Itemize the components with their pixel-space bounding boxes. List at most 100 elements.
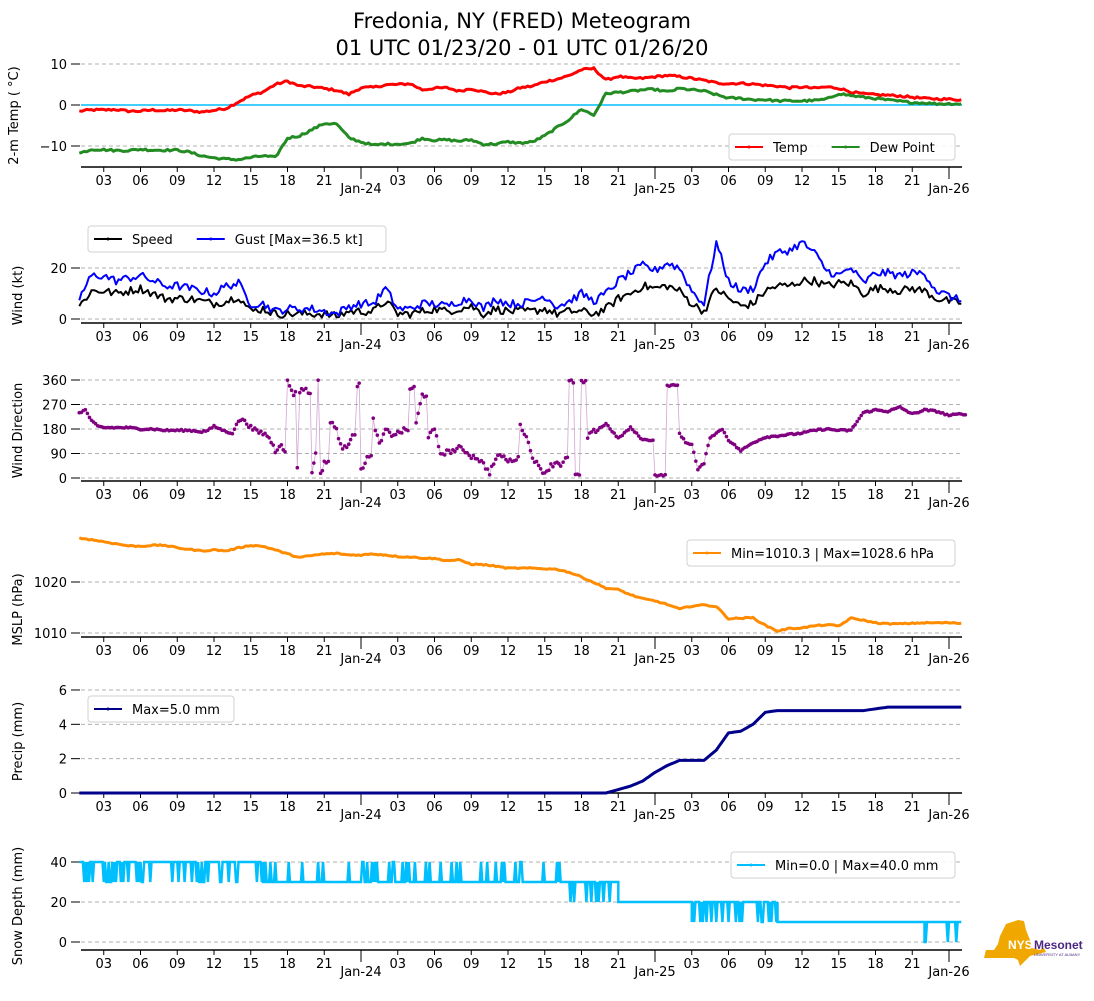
- legend-snow: Min=0.0 | Max=40.0 mm: [730, 851, 956, 879]
- panel-snow: 40 20 0 Snow Depth (mm) 03 06 09 12 15 18 21 Jan-24…: [11, 847, 970, 980]
- temp-line-0: [78, 66, 962, 115]
- x-tick-label: 06: [132, 644, 149, 659]
- x-tick-label: 15: [830, 644, 847, 659]
- x-date-label: Jan-24: [339, 338, 381, 353]
- x-tick-label: 12: [794, 800, 811, 815]
- x-tick-label: 12: [206, 488, 223, 503]
- wind-direction-point: [279, 442, 284, 447]
- wind-direction-point: [271, 443, 276, 447]
- wind-direction-point: [524, 434, 529, 439]
- wind-direction-point: [620, 433, 625, 438]
- logo-brand-text: Mesonet: [1034, 938, 1083, 952]
- temp-line-1: [78, 86, 962, 162]
- wind-direction-point: [375, 433, 380, 437]
- wind-direction-point: [267, 436, 271, 440]
- wind-direction-point: [471, 453, 476, 458]
- wind-direction-point: [449, 451, 453, 456]
- x-tick-label: 12: [206, 644, 223, 659]
- wind-direction-point: [393, 432, 398, 437]
- x-tick-label: 09: [169, 800, 186, 815]
- wind-direction-point: [255, 428, 259, 432]
- wind-direction-point: [287, 384, 292, 388]
- panel-wdir: 360 270 180 90 0 Wind Direction 03 06 09 12 15 18 21…: [11, 374, 970, 511]
- wind-direction-point: [481, 461, 486, 465]
- x-tick-label: 09: [169, 957, 186, 972]
- wind-direction-point: [442, 453, 447, 457]
- x-tick-label: 03: [683, 644, 700, 659]
- x-tick-label: 06: [132, 957, 149, 972]
- wind-direction-point: [344, 445, 349, 450]
- legend-marker: [106, 237, 110, 241]
- series-wind-1: [78, 240, 962, 317]
- x-tick-label: 18: [867, 800, 884, 815]
- wind-direction-point: [536, 463, 541, 468]
- x-tick-label: 12: [794, 488, 811, 503]
- x-tick-label: 15: [830, 957, 847, 972]
- x-tick-label: 03: [389, 957, 406, 972]
- wind-direction-point: [242, 418, 247, 423]
- legend-precip: Max=5.0 mm: [87, 695, 235, 723]
- y-tick-label: 90: [50, 448, 67, 463]
- wind-direction-point: [859, 413, 864, 418]
- nys-mesonet-logo: NYS Mesonet UNIVERSITY AT ALBANY: [984, 920, 1083, 966]
- wind-direction-point: [551, 464, 555, 469]
- legend-label: Min=0.0 | Max=40.0 mm: [775, 859, 938, 874]
- x-tick-label: 18: [867, 957, 884, 972]
- x-tick-label: 12: [206, 174, 223, 189]
- y-tick-label: 360: [42, 374, 67, 389]
- wind-direction-point: [432, 427, 437, 431]
- wind-direction-point: [538, 466, 543, 471]
- wind-direction-point: [418, 401, 423, 406]
- x-tick-label: 03: [95, 174, 112, 189]
- wind-direction-point: [446, 448, 451, 453]
- wind-direction-point: [334, 426, 339, 431]
- wind-direction-point: [491, 462, 496, 466]
- x-tick-label: 06: [426, 488, 443, 503]
- wind-direction-point: [283, 450, 287, 454]
- wind-direction-point: [651, 438, 655, 443]
- x-tick-label: 03: [389, 644, 406, 659]
- wind-direction-point: [694, 459, 698, 463]
- y-tick-label: −10: [40, 140, 67, 155]
- x-tick-label: 12: [206, 957, 223, 972]
- x-tick-label: 03: [389, 174, 406, 189]
- wind-direction-point: [706, 443, 710, 448]
- legend-label: Dew Point: [870, 141, 935, 156]
- legend-marker: [749, 863, 753, 867]
- wind-direction-point: [371, 416, 376, 420]
- wind-direction-point: [732, 442, 737, 447]
- wind-direction-point: [355, 384, 360, 389]
- wind-direction-point: [465, 451, 469, 455]
- x-tick-label: 09: [169, 644, 186, 659]
- y-tick-label: 1010: [34, 627, 67, 642]
- wind-direction-point: [357, 381, 361, 385]
- wind-direction-point: [569, 378, 574, 382]
- x-tick-label: 03: [389, 488, 406, 503]
- wind-direction-point: [293, 389, 298, 394]
- legend-box: [686, 539, 956, 567]
- x-tick-label: 15: [242, 957, 259, 972]
- wind-direction-point: [353, 433, 357, 437]
- series-wind-0: [78, 276, 962, 319]
- x-tick-label: 15: [536, 800, 553, 815]
- panel-wind: 20 0 Wind (kt) 03 06 09 12 15 18 21 Jan-24 03 06 09 12…: [11, 225, 970, 353]
- wind-direction-point: [385, 427, 390, 432]
- wind-direction-point: [363, 461, 367, 466]
- x-tick-label: 09: [757, 800, 774, 815]
- x-tick-label: 06: [720, 488, 737, 503]
- wind-direction-point: [485, 467, 490, 471]
- x-tick-label: 21: [904, 644, 921, 659]
- x-tick-label: 21: [316, 174, 333, 189]
- wind-direction-point: [312, 461, 316, 465]
- wind-direction-point: [269, 440, 273, 445]
- wind-direction-point: [326, 459, 331, 464]
- x-date-label: Jan-26: [927, 496, 969, 511]
- x-date-label: Jan-24: [339, 182, 381, 197]
- x-date-label: Jan-25: [633, 338, 675, 353]
- x-tick-label: 21: [610, 644, 627, 659]
- x-date-label: Jan-25: [633, 808, 675, 823]
- x-tick-label: 15: [830, 800, 847, 815]
- wind-direction-point: [420, 392, 425, 396]
- x-date-label: Jan-26: [927, 808, 969, 823]
- wind-direction-point: [663, 472, 668, 477]
